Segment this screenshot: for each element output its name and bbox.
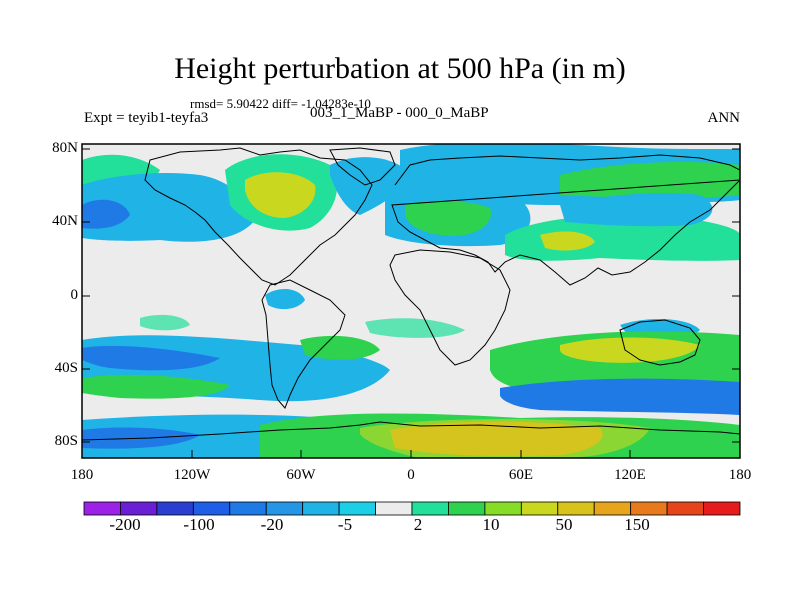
lon-ticks — [81, 450, 741, 458]
s-indian-yellow — [560, 337, 700, 363]
colorbar-cell — [557, 501, 595, 516]
lon-label-60w: 60W — [286, 467, 316, 483]
colorbar-cell — [156, 501, 194, 516]
case-label: 003_1_MaBP - 000_0_MaBP — [310, 105, 489, 121]
stats-line: rmsd= 5.90422 diff= -1.04283e-10 — [190, 96, 371, 111]
colorbar-cell — [265, 501, 304, 516]
lat-label-80n: 80N — [52, 140, 78, 156]
colorbar-cell — [593, 501, 632, 516]
s-pacific-green — [82, 374, 230, 399]
colorbar — [83, 501, 741, 516]
europe-green — [405, 200, 491, 236]
colorbar-label: -5 — [337, 515, 353, 534]
colorbar-cell — [484, 501, 522, 516]
lon-label-180w: 180 — [70, 467, 94, 483]
lon-label-0: 0 — [407, 467, 415, 483]
colorbar-label: -200 — [109, 515, 141, 534]
colorbar-label: 10 — [482, 515, 500, 534]
colorbar-cell — [192, 501, 231, 516]
arctic-green-band — [560, 162, 740, 199]
tropical-green-hatch — [140, 314, 190, 331]
colorbar-cell — [229, 501, 267, 516]
experiment-label: Expt = teyib1-teyfa3 — [84, 110, 209, 126]
n-pacific-deep-blue — [82, 199, 130, 229]
lat-label-0: 0 — [70, 287, 79, 303]
contour-fields — [82, 144, 740, 458]
tropical-green-hatch-2 — [365, 318, 465, 338]
lat-label-40n: 40N — [52, 213, 78, 229]
n-pacific-blue — [82, 173, 255, 242]
colorbar-cell — [83, 501, 121, 516]
season-label: ANN — [707, 110, 741, 126]
n-america-coast — [144, 147, 373, 286]
tropical-atlantic-blue — [265, 288, 305, 310]
s-atlantic-green — [300, 335, 380, 360]
antarctic-yellow-ring — [360, 419, 650, 458]
colorbar-label: 50 — [555, 515, 573, 534]
eurasia-coast — [391, 154, 740, 286]
colorbar-label: 150 — [624, 515, 650, 534]
n-atlantic-blue — [330, 157, 410, 215]
coastlines — [82, 147, 740, 441]
colorbar-cell — [338, 501, 376, 516]
asia-yellow — [540, 231, 595, 251]
lon-label-120e: 120E — [614, 467, 646, 483]
lat-label-80s: 80S — [54, 433, 78, 449]
colorbar-cell — [302, 501, 340, 516]
lon-label-120w: 120W — [173, 467, 211, 483]
africa-coast — [389, 249, 511, 366]
colorbar-cell — [448, 501, 486, 516]
antarctica-coast — [82, 421, 740, 441]
colorbar-label: 2 — [413, 515, 423, 534]
colorbar-label: -100 — [183, 515, 215, 534]
s-america-coast — [261, 279, 346, 409]
lat-ticks — [82, 148, 740, 443]
plot-title: Height perturbation at 500 hPa (in m) — [174, 52, 626, 85]
colorbar-cell — [375, 501, 413, 516]
e-asia-blue — [560, 193, 713, 227]
s-pacific-deep-blue — [82, 345, 220, 371]
colorbar-cell — [520, 501, 559, 516]
lat-label-40s: 40S — [54, 360, 78, 376]
s-indian-blue-band — [500, 378, 740, 415]
lon-label-60e: 60E — [508, 467, 534, 483]
colorbar-cell — [120, 501, 158, 516]
lon-label-180e: 180 — [728, 467, 752, 483]
colorbar-cell — [411, 501, 449, 516]
greenland-coast — [329, 147, 396, 186]
australia-coast — [619, 319, 701, 366]
colorbar-cell — [666, 501, 704, 516]
n-america-yellow-core — [245, 172, 316, 218]
colorbar-cell — [630, 501, 668, 516]
colorbar-label: -20 — [260, 515, 284, 534]
colorbar-cell — [703, 501, 741, 516]
